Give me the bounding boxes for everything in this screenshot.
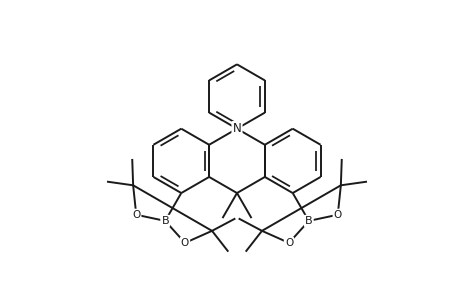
Text: O: O xyxy=(334,210,342,220)
Text: O: O xyxy=(181,238,189,248)
Text: N: N xyxy=(233,122,241,135)
Text: O: O xyxy=(132,210,140,220)
Text: B: B xyxy=(161,216,169,226)
Text: B: B xyxy=(305,216,313,226)
Text: O: O xyxy=(285,238,293,248)
